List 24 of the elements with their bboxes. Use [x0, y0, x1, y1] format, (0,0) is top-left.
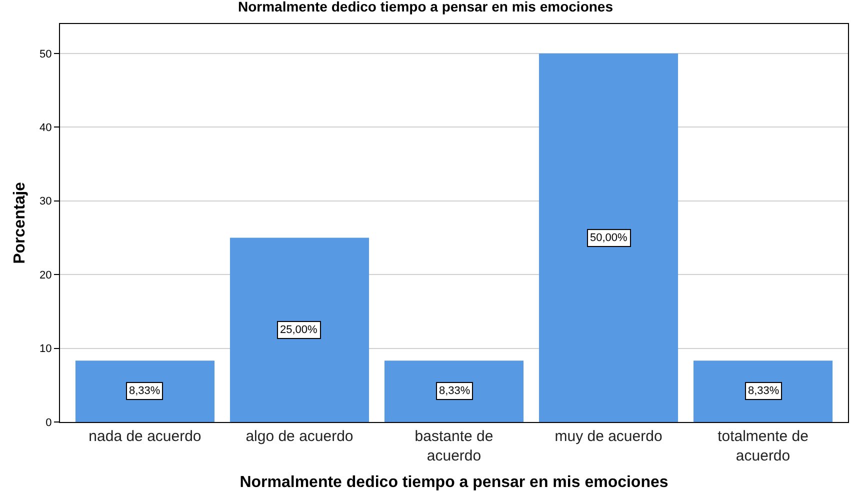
- x-tick-label: muy de acuerdo: [554, 428, 662, 445]
- data-label: 8,33%: [748, 385, 780, 397]
- y-tick-label: 40: [40, 122, 52, 134]
- x-axis-title: Normalmente dedico tiempo a pensar en mis emociones: [240, 474, 668, 492]
- data-label: 8,33%: [129, 385, 160, 397]
- y-tick-label: 20: [40, 269, 52, 282]
- y-axis-title: Porcentaje: [11, 182, 28, 264]
- data-label: 50,00%: [590, 232, 628, 244]
- y-tick-label: 10: [40, 343, 52, 356]
- x-tick-label: nada de acuerdo: [88, 428, 202, 445]
- x-tick-label: bastante de acuerdo: [414, 428, 494, 464]
- bar: [75, 360, 215, 422]
- bar: [693, 360, 833, 422]
- bar: [230, 238, 370, 422]
- y-tick-label: 50: [40, 48, 52, 60]
- x-tick-label: totalmente de acuerdo: [718, 428, 808, 464]
- y-tick-label: 0: [46, 416, 52, 429]
- bar: [538, 53, 678, 422]
- x-tick-label: algo de acuerdo: [246, 428, 354, 445]
- bar: [384, 360, 524, 422]
- data-label: 8,33%: [439, 385, 470, 397]
- y-tick-label: 30: [40, 196, 52, 208]
- chart-title: Normalmente dedico tiempo a pensar en mis emociones: [238, 0, 614, 14]
- data-label: 25,00%: [280, 324, 318, 336]
